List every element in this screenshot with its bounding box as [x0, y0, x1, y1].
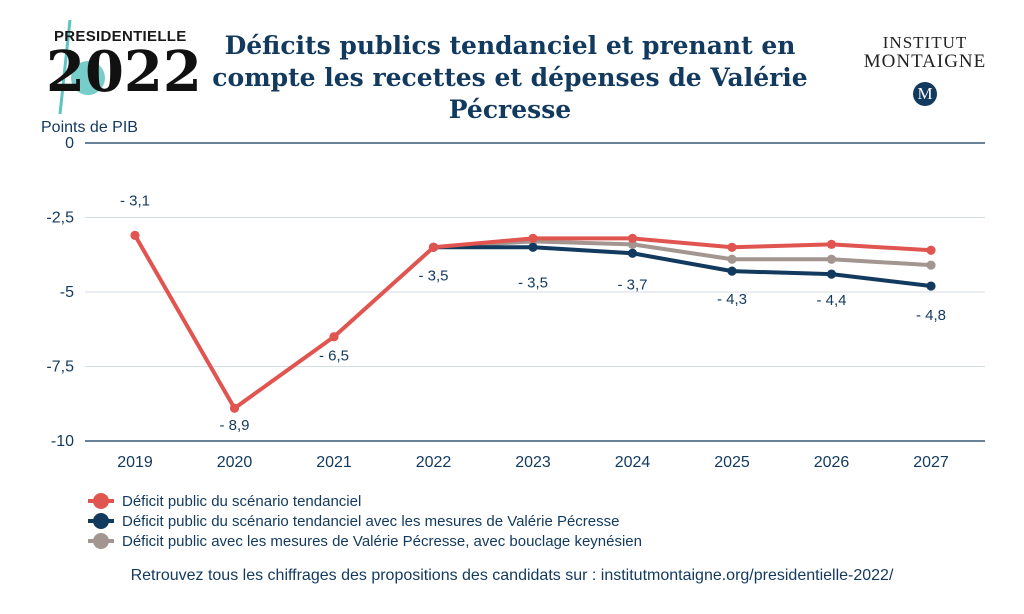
footer-source-link[interactable]: Retrouvez tous les chiffrages des propos…	[130, 567, 894, 584]
legend-swatch-navy	[88, 511, 114, 531]
data-label: - 8,9	[219, 417, 249, 434]
x-tick-label: 2024	[615, 454, 651, 471]
chart-legend: Déficit public du scénario tendanciel Dé…	[88, 491, 642, 551]
data-point	[329, 332, 339, 342]
data-label: - 3,1	[120, 192, 150, 209]
data-point	[627, 233, 638, 243]
legend-item-keynesien: Déficit public avec les mesures de Valér…	[88, 531, 642, 551]
x-tick-label: 2021	[316, 454, 352, 471]
data-label: - 6,5	[319, 348, 349, 365]
x-tick-label: 2020	[217, 454, 253, 471]
legend-swatch-red	[88, 491, 114, 511]
x-tick-label: 2025	[714, 454, 750, 471]
data-point	[428, 242, 439, 252]
y-tick-label: -10	[51, 433, 74, 450]
y-tick-label: -2,5	[46, 210, 74, 227]
legend-label: Déficit public du scénario tendanciel av…	[122, 512, 620, 530]
data-label: - 3,7	[617, 276, 647, 293]
data-point	[528, 242, 538, 252]
data-point	[926, 245, 936, 255]
legend-item-tendanciel: Déficit public du scénario tendanciel	[88, 491, 642, 511]
logo-presidentielle-text: PRESIDENTIELLE	[54, 28, 187, 45]
data-point	[130, 230, 140, 240]
legend-label: Déficit public du scénario tendanciel	[122, 492, 362, 510]
data-point	[826, 239, 837, 249]
data-label: - 3,5	[418, 267, 448, 284]
data-label: - 4,4	[816, 292, 846, 309]
series-line	[433, 245, 932, 289]
institut-montaigne-logo: INSTITUT MONTAIGNE M	[860, 34, 990, 106]
logo-montaigne-text: MONTAIGNE	[863, 50, 987, 72]
x-tick-label: 2026	[814, 454, 850, 471]
logo-institut-text: INSTITUT	[882, 33, 968, 52]
data-point	[727, 266, 737, 276]
presidentielle-2022-logo: PRESIDENTIELLE 2022	[40, 18, 202, 118]
y-tick-label: -5	[60, 284, 74, 301]
series-line	[133, 234, 932, 411]
y-axis-label: Points de PIB	[41, 119, 138, 136]
x-tick-label: 2023	[515, 454, 551, 471]
legend-item-mesures: Déficit public du scénario tendanciel av…	[88, 511, 642, 531]
logo-slash-graphic	[58, 19, 105, 115]
y-tick-label: 0	[65, 135, 74, 152]
chart-title: Déficits publics tendanciel et prenant e…	[212, 31, 808, 124]
x-tick-label: 2022	[416, 454, 452, 471]
data-label: - 4,3	[717, 291, 747, 308]
data-label: - 3,5	[518, 274, 548, 291]
legend-label: Déficit public avec les mesures de Valér…	[122, 532, 642, 550]
series-line	[433, 239, 932, 268]
data-point	[826, 269, 837, 279]
x-tick-label: 2027	[913, 454, 949, 471]
logo-year-text: 2022	[46, 39, 202, 105]
data-point	[229, 403, 240, 413]
y-tick-label: -7,5	[46, 359, 74, 376]
x-tick-label: 2019	[117, 454, 153, 471]
data-label: - 4,8	[916, 307, 946, 324]
legend-swatch-grey	[88, 531, 114, 551]
data-point	[926, 260, 936, 270]
montaigne-badge-icon: M	[913, 81, 937, 106]
data-point	[727, 254, 737, 264]
data-point	[926, 281, 936, 291]
data-point	[528, 233, 538, 243]
data-point	[627, 248, 638, 258]
data-point	[727, 242, 737, 252]
data-point	[826, 254, 837, 264]
